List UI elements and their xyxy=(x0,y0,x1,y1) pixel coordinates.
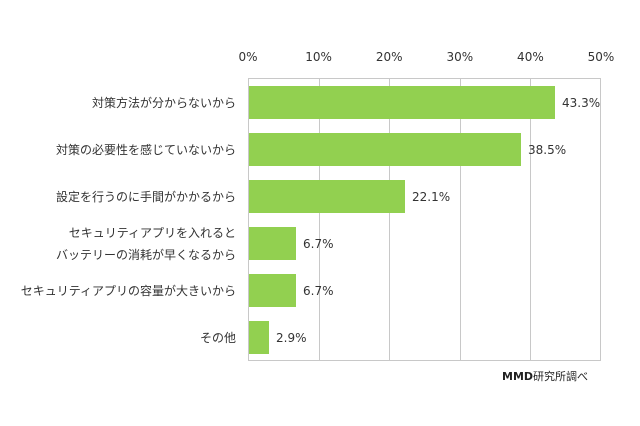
gridline xyxy=(530,78,531,361)
x-tick-label: 0% xyxy=(238,50,258,64)
value-label: 2.9% xyxy=(276,331,307,345)
bar xyxy=(249,321,269,354)
source-suffix: 研究所調べ xyxy=(533,370,589,383)
x-tick-label: 10% xyxy=(305,50,332,64)
x-tick-label: 20% xyxy=(375,50,403,64)
category-label: 設定を行うのに手間がかかるから xyxy=(55,190,236,204)
bar xyxy=(249,180,405,213)
plot-area xyxy=(248,78,601,361)
value-label: 6.7% xyxy=(303,284,334,298)
value-label: 22.1% xyxy=(412,190,451,204)
source-note: MMD研究所調べ xyxy=(502,368,588,384)
value-label: 38.5% xyxy=(528,143,567,157)
gridline xyxy=(389,78,390,361)
x-tick-label: 30% xyxy=(446,50,474,64)
category-label: 対策方法が分からないから xyxy=(91,96,236,110)
bar xyxy=(249,86,555,119)
source-brand: MMD xyxy=(502,370,534,383)
x-tick-label: 40% xyxy=(517,50,544,64)
category-label: 対策の必要性を感じていないから xyxy=(55,143,236,157)
value-label: 6.7% xyxy=(303,237,334,251)
bar xyxy=(249,133,521,166)
value-label: 43.3% xyxy=(562,96,601,110)
gridline xyxy=(460,78,461,361)
category-label: セキュリティアプリの容量が大きいから xyxy=(20,284,236,298)
x-tick-label: 50% xyxy=(587,50,615,64)
category-label: その他 xyxy=(199,331,236,345)
gridline xyxy=(319,78,320,361)
bar xyxy=(249,227,296,260)
bar xyxy=(249,274,296,307)
category-label: セキュリティアプリを入れると バッテリーの消耗が早くなるから xyxy=(55,226,236,262)
